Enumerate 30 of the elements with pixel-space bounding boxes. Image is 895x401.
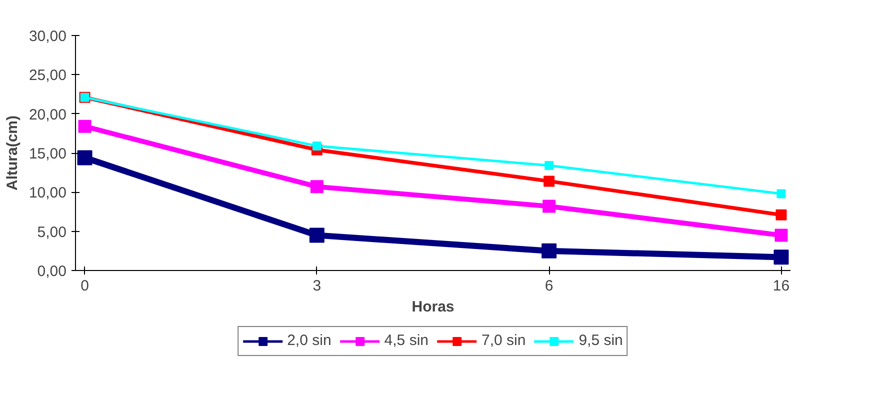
y-tick-label: 20,00 [28,106,67,124]
point [544,176,555,187]
point [774,228,788,242]
x-tick-label: 0 [80,278,89,294]
point [544,161,554,170]
y-axis-title: Altura(cm) [4,115,21,191]
y-tick-label: 30,00 [28,28,67,45]
point [309,228,324,243]
y-tick-label: 5,00 [37,224,67,241]
point [312,141,322,150]
point [776,209,787,220]
x-tick-label: 3 [312,278,322,294]
point [77,150,92,166]
point [776,189,786,198]
point [78,120,92,133]
y-tick-label: 10,00 [28,184,67,202]
legend-label: 9,5 sin [578,332,623,349]
y-tick-label: 0,00 [37,263,67,280]
point [542,200,556,213]
x-axis-title: Horas [412,298,454,316]
point [542,243,557,258]
point [774,250,789,265]
y-tick-label: 15,00 [28,146,67,162]
point [310,180,324,194]
x-tick-label: 6 [544,278,554,294]
legend-label: 4,5 sin [384,332,428,349]
legend-label: 2,0 sin [287,332,332,349]
y-tick-label: 25,00 [28,67,67,84]
x-tick-label: 16 [772,278,790,294]
legend-label: 7,0 sin [482,332,526,349]
